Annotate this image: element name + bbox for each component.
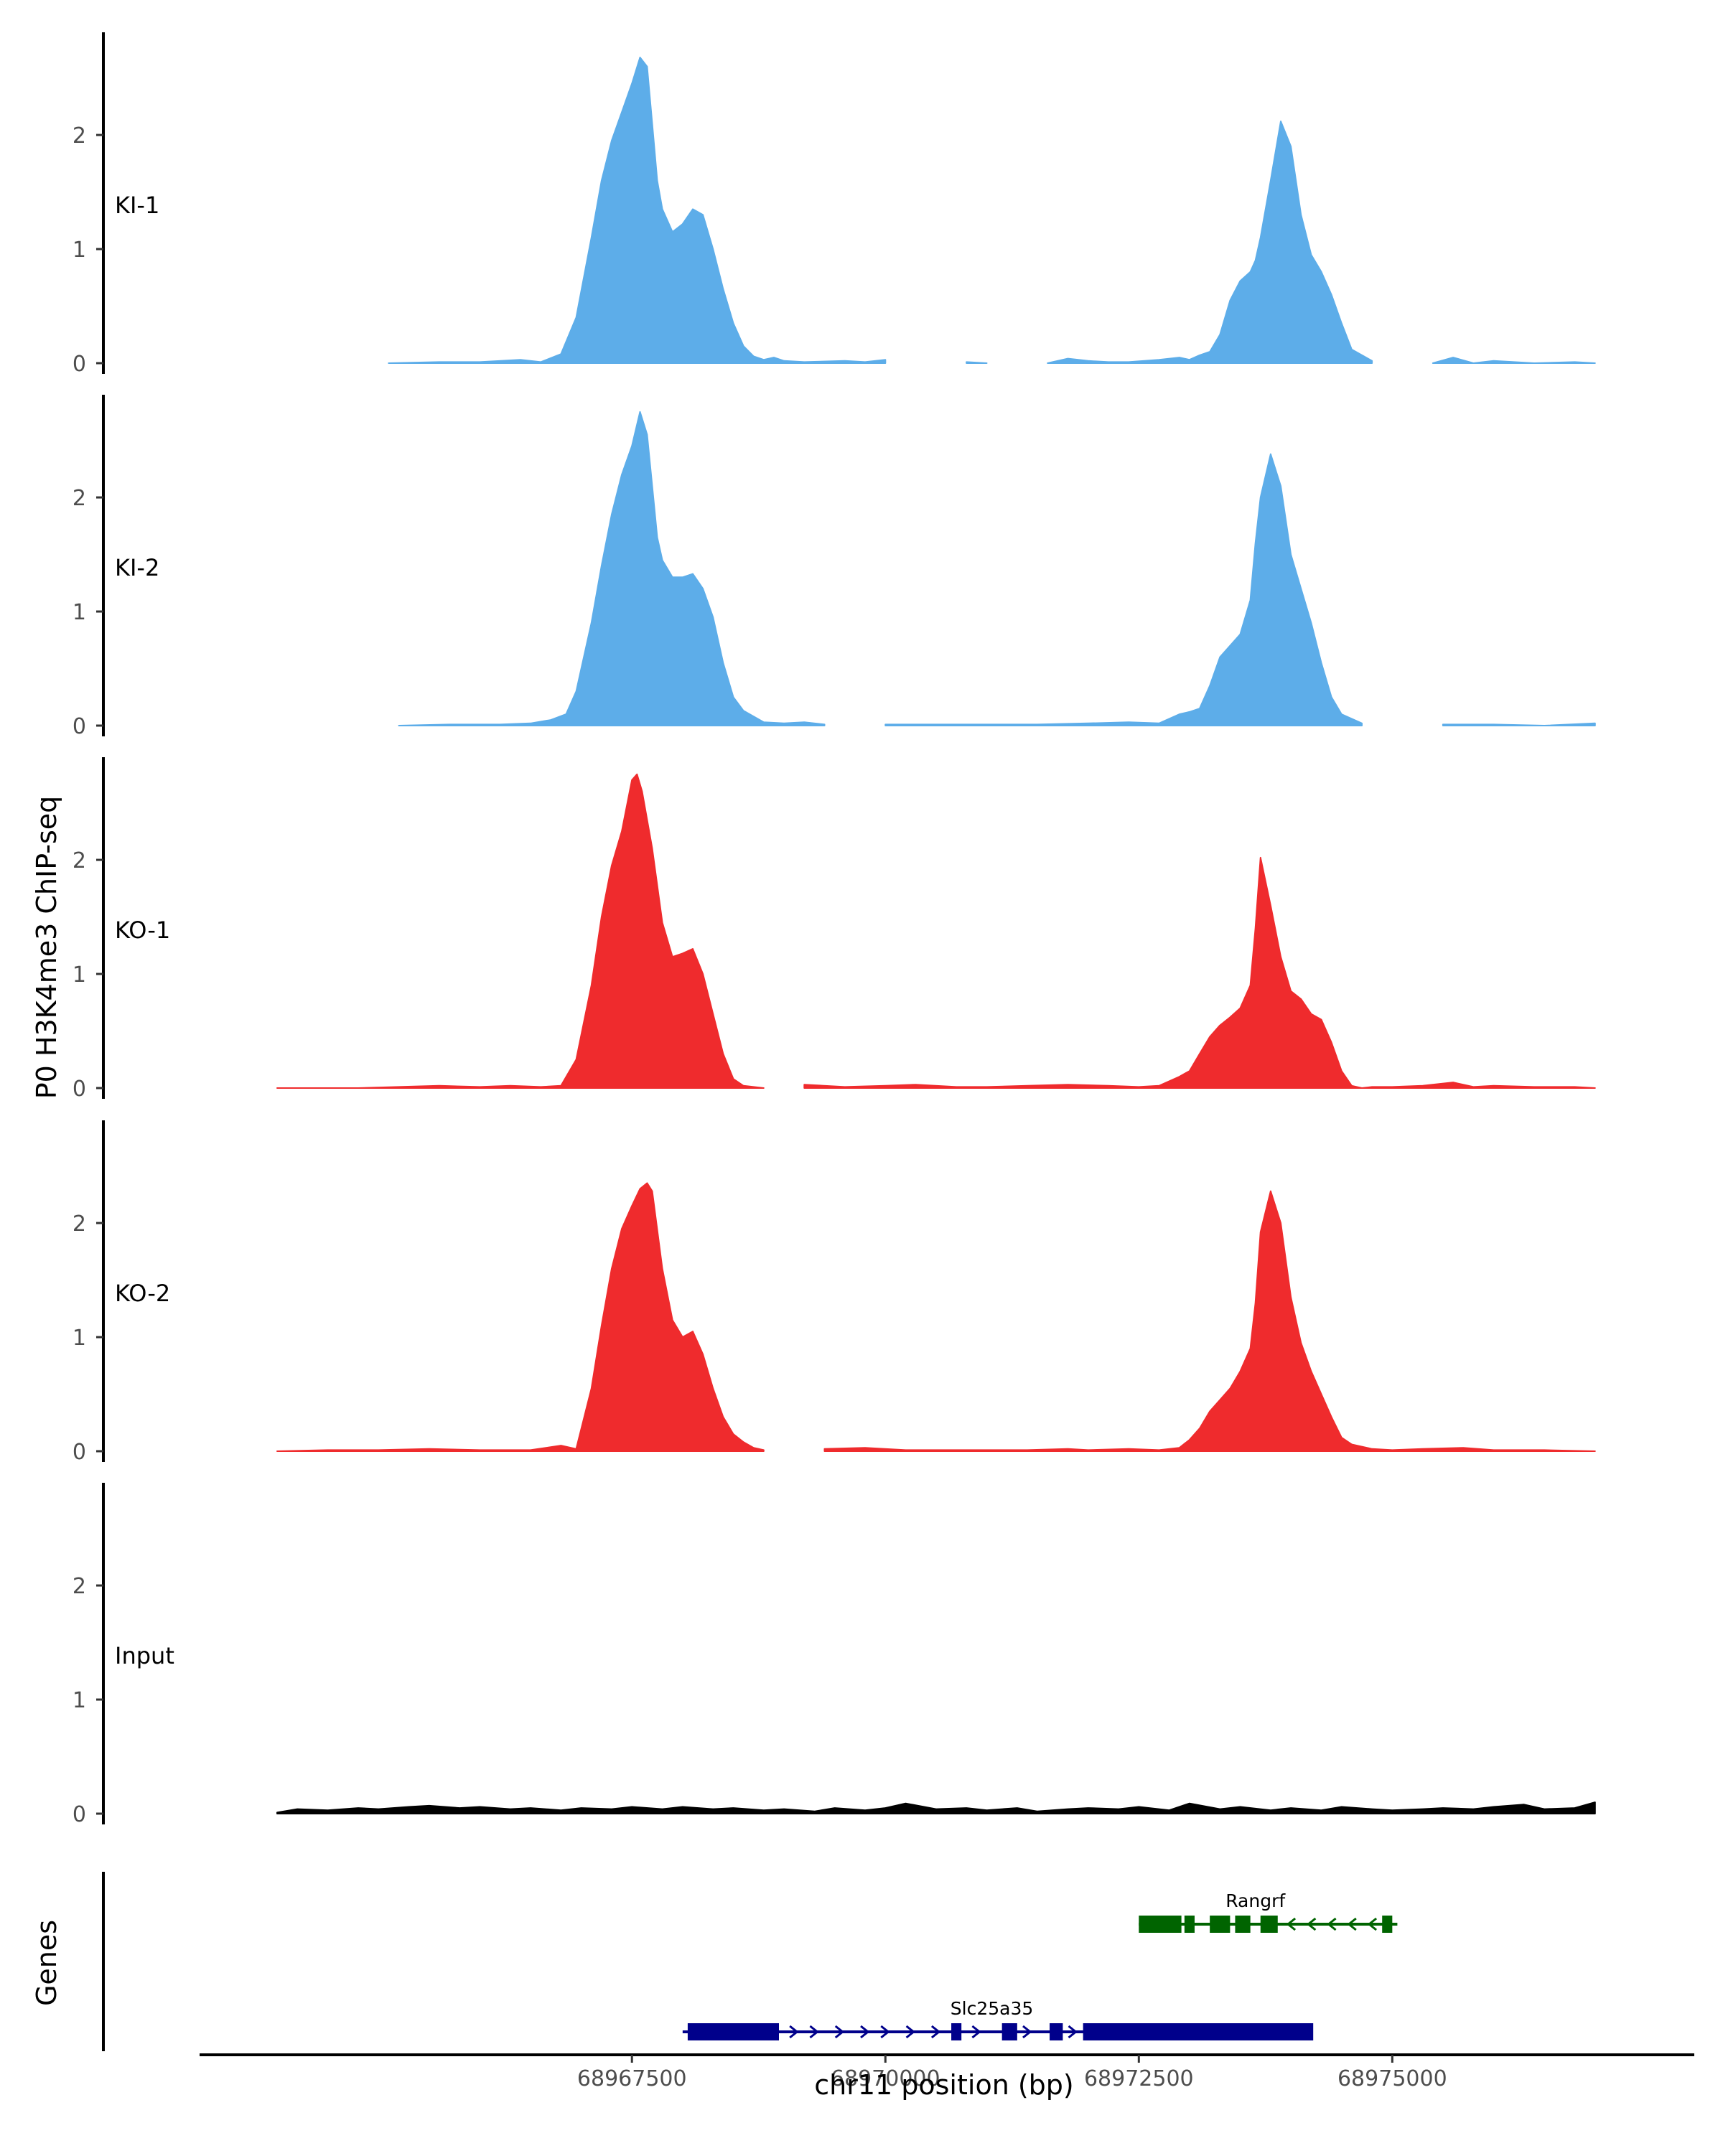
signal-area: [884, 453, 1363, 726]
strand-arrow: [971, 2025, 981, 2039]
y-tick-label: 0: [73, 714, 86, 739]
y-axis-title: P0 H3K4me3 ChIP-seq: [31, 796, 62, 1100]
gene-exon: [1235, 1916, 1251, 1933]
gene-exon: [1001, 2023, 1017, 2040]
y-tick-label: 1: [73, 962, 86, 988]
track-label: KO-1: [115, 917, 170, 944]
genes-axis-title: Genes: [31, 1920, 62, 2006]
y-tick-label: 2: [73, 848, 86, 873]
x-tick-label: 68975000: [1337, 2066, 1447, 2091]
strand-arrow: [789, 2025, 799, 2039]
gene-slc25a35: Slc25a35: [682, 1998, 1314, 2040]
gene-exon: [1050, 2023, 1063, 2040]
track-ko-2: 0 1 2 KO-2: [73, 1120, 1596, 1465]
signal-area: [823, 1190, 1596, 1452]
strand-arrow: [905, 2025, 915, 2039]
y-tick-label: 2: [73, 1574, 86, 1599]
y-tick-label: 0: [73, 352, 86, 377]
gene-exon: [951, 2023, 962, 2040]
track-ki-1: 0 1 2 KI-1: [73, 32, 1596, 377]
gene-label: Rangrf: [1225, 1890, 1286, 1911]
strand-arrow: [1022, 2025, 1032, 2039]
y-tick-label: 2: [73, 123, 86, 149]
track-input: 0 1 2 Input: [73, 1483, 1596, 1827]
y-tick-label: 2: [73, 1211, 86, 1237]
strand-arrow: [1286, 1917, 1297, 1931]
signal-area: [398, 411, 826, 726]
y-tick-label: 0: [73, 1077, 86, 1102]
track-ki-2: 0 1 2 KI-2: [73, 395, 1596, 739]
gene-exon: [1139, 1916, 1182, 1933]
strand-arrow: [930, 2025, 941, 2039]
x-axis-title: chr11 position (bp): [814, 2069, 1074, 2101]
x-axis: 68967500 68970000 68972500 68975000: [200, 2053, 1694, 2091]
signal-area: [803, 856, 1596, 1089]
tracks-group: 0 1 2 KI-1 0 1 2 KI-2 0 1 2 KO-1 0 1 2 KO-2 0 1 2 Input: [73, 32, 1596, 1827]
signal-area: [388, 57, 887, 364]
gene-exon: [1382, 1916, 1393, 1933]
strand-arrow: [880, 2025, 890, 2039]
signal-area: [276, 773, 765, 1089]
x-tick-label: 68967500: [577, 2066, 687, 2091]
genes-group: Rangrf Slc25a35: [102, 1872, 1398, 2051]
track-label: KO-2: [115, 1280, 170, 1307]
signal-area: [276, 1801, 1596, 1814]
gene-exon: [1210, 1916, 1231, 1933]
y-tick-label: 0: [73, 1440, 86, 1465]
gene-exon: [1260, 1916, 1278, 1933]
signal-area: [966, 361, 988, 364]
y-tick-label: 1: [73, 600, 86, 625]
track-label: KI-2: [115, 554, 159, 581]
signal-area: [1432, 357, 1596, 364]
strand-arrow: [860, 2025, 870, 2039]
signal-area: [1047, 121, 1373, 364]
track-label: KI-1: [115, 192, 159, 219]
x-tick-label: 68970000: [831, 2066, 940, 2091]
signal-area: [276, 1182, 765, 1452]
gene-rangrf: Rangrf: [1139, 1890, 1398, 1933]
strand-arrow: [834, 2025, 845, 2039]
strand-arrow: [1347, 1917, 1357, 1931]
gene-exon: [687, 2023, 779, 2040]
strand-arrow: [1327, 1917, 1337, 1931]
strand-arrow: [1068, 2025, 1078, 2039]
x-tick-label: 68972500: [1084, 2066, 1194, 2091]
y-tick-label: 1: [73, 1688, 86, 1713]
gene-exon: [1083, 2023, 1314, 2040]
strand-arrow: [1306, 1917, 1317, 1931]
gene-exon: [1184, 1916, 1195, 1933]
y-tick-label: 1: [73, 238, 86, 263]
y-tick-label: 2: [73, 486, 86, 511]
strand-arrow: [1367, 1917, 1378, 1931]
gene-label: Slc25a35: [951, 1998, 1034, 2019]
track-ko-1: 0 1 2 KO-1: [73, 757, 1596, 1102]
strand-arrow: [809, 2025, 819, 2039]
track-label: Input: [115, 1642, 174, 1669]
signal-area: [1442, 722, 1596, 726]
y-tick-label: 0: [73, 1802, 86, 1827]
y-tick-label: 1: [73, 1326, 86, 1351]
